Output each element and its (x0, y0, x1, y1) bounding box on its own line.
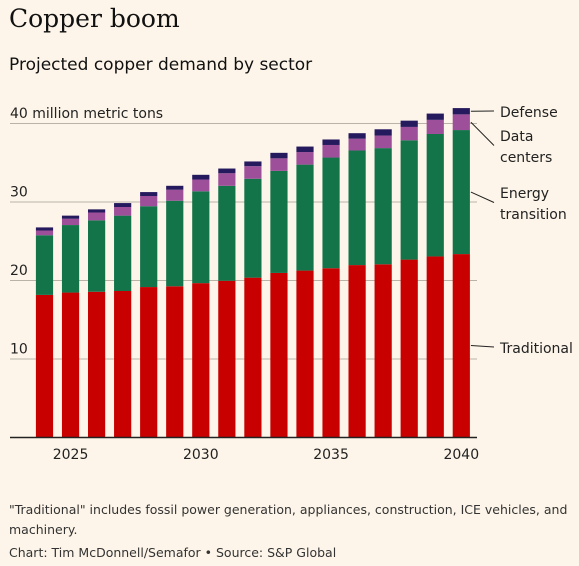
bar-segment-energy-transition (426, 133, 444, 257)
bar-segment-energy-transition (218, 185, 236, 281)
bar-segment-data-centers (244, 166, 262, 179)
bar-segment-defense (348, 133, 366, 139)
x-tick-label: 2040 (443, 447, 479, 463)
bar-segment-energy-transition (166, 200, 184, 287)
bar-segment-defense (35, 227, 54, 231)
bar-segment-traditional (192, 283, 210, 437)
bar-segment-defense (452, 108, 470, 115)
bar-segment-traditional (114, 290, 132, 437)
y-tick-label: 20 (10, 263, 28, 279)
bar-segment-data-centers (140, 196, 158, 207)
bar-segment-data-centers (270, 158, 288, 171)
y-tick-label: 30 (10, 185, 28, 201)
bar-segment-energy-transition (322, 157, 340, 269)
x-tick-label: 2035 (313, 447, 349, 463)
bar-segment-data-centers (296, 152, 314, 165)
legend-label: Data (500, 129, 533, 145)
bar-segment-traditional (348, 265, 366, 437)
bar-segment-traditional (322, 268, 340, 437)
bar-segment-data-centers (426, 119, 444, 134)
bar-segment-defense (61, 215, 80, 219)
bar-segment-data-centers (88, 212, 106, 221)
bar-segment-traditional (166, 286, 184, 437)
bar-segment-traditional (35, 294, 54, 437)
bar-segment-defense (322, 139, 340, 145)
bar-segment-energy-transition (452, 130, 470, 255)
bar-segment-traditional (374, 264, 392, 437)
legend-leader-line (470, 345, 495, 348)
bar-segment-energy-transition (348, 150, 366, 266)
bar-segment-defense (218, 168, 236, 174)
legend-label: Defense (500, 105, 558, 121)
bar-segment-traditional (452, 254, 470, 437)
bar-segment-traditional (244, 277, 262, 437)
bar-segment-traditional (426, 256, 444, 437)
bar-segment-energy-transition (140, 206, 158, 288)
bar-segment-defense (88, 209, 106, 213)
bar-segment-traditional (296, 270, 314, 437)
bar-segment-energy-transition (35, 235, 54, 295)
y-tick-label: 40 million metric tons (10, 106, 163, 122)
bar-segment-data-centers (61, 218, 80, 226)
bar-segment-energy-transition (192, 191, 210, 284)
bar-segment-defense (270, 152, 288, 159)
x-tick-label: 2030 (183, 447, 219, 463)
bar-segment-energy-transition (114, 215, 132, 291)
bar-segment-defense (374, 129, 392, 136)
bar-segment-defense (400, 120, 418, 127)
chart-subtitle: Projected copper demand by sector (9, 55, 313, 75)
bar-segment-traditional (218, 280, 236, 437)
bar-segment-data-centers (452, 114, 470, 131)
bar-segment-data-centers (322, 144, 340, 158)
bar-segment-defense (166, 185, 184, 190)
legend-label: Traditional (499, 341, 573, 357)
bar-segment-energy-transition (296, 164, 314, 271)
chart-title: Copper boom (9, 4, 180, 33)
bar-segment-defense (244, 161, 262, 167)
bar-segment-data-centers (218, 173, 236, 186)
chart-footnote: "Traditional" includes fossil power gene… (9, 502, 568, 537)
bar-segment-energy-transition (374, 148, 392, 265)
legend-label: centers (500, 150, 552, 166)
bar-segment-defense (114, 203, 132, 207)
bar-segment-data-centers (400, 126, 418, 141)
bar-segment-data-centers (374, 135, 392, 149)
bar-segment-data-centers (166, 189, 184, 201)
chart-credit: Chart: Tim McDonnell/Semafor • Source: S… (9, 545, 337, 560)
bar-segment-traditional (61, 292, 80, 437)
bar-segment-defense (140, 192, 158, 197)
bar-segment-data-centers (348, 138, 366, 151)
bar-segment-data-centers (35, 230, 54, 236)
bar-segment-energy-transition (244, 178, 262, 278)
bar-segment-defense (296, 146, 314, 153)
bar-segment-defense (192, 174, 210, 180)
bar-segment-traditional (270, 272, 288, 437)
x-tick-label: 2025 (53, 447, 89, 463)
legend-label: Energy (500, 186, 549, 202)
bar-segment-data-centers (192, 179, 210, 192)
legend-leader-line (470, 191, 495, 203)
bar-segment-energy-transition (88, 220, 106, 292)
bar-segment-traditional (88, 291, 106, 437)
bar-segment-traditional (400, 259, 418, 437)
bar-segment-energy-transition (61, 225, 80, 293)
bar-segment-energy-transition (400, 140, 418, 260)
bar-segment-defense (426, 113, 444, 120)
legend-leader-line (470, 121, 495, 146)
legend-label: transition (500, 207, 567, 223)
bar-segment-traditional (140, 287, 158, 437)
bar-segment-data-centers (114, 206, 132, 216)
y-tick-label: 10 (10, 342, 28, 358)
bar-segment-energy-transition (270, 170, 288, 273)
